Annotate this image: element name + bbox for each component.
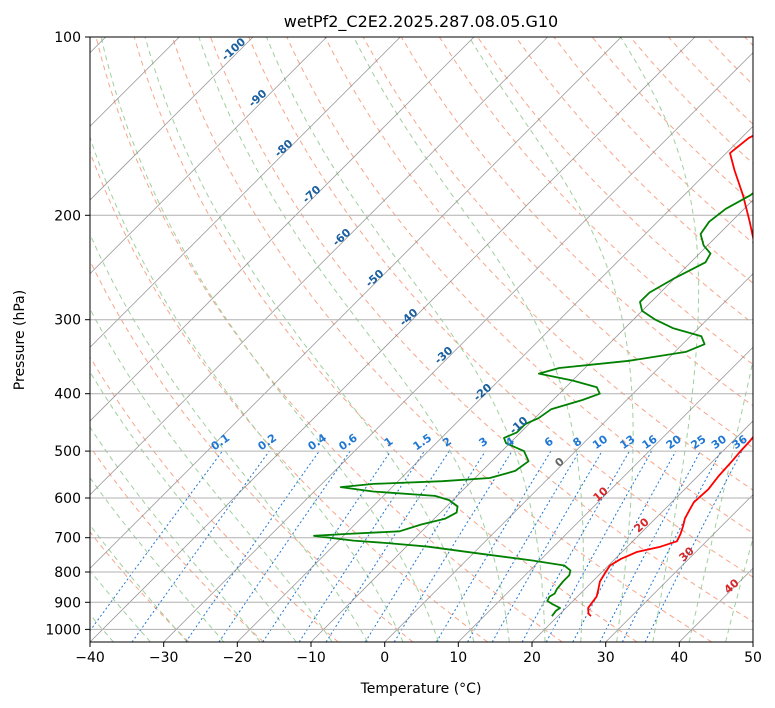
moist-adiabat-line (100, 37, 439, 642)
dry-adiabat-line (248, 37, 753, 578)
isotherm-line (90, 37, 401, 348)
sounding-series (313, 134, 753, 617)
mixing-ratio-line (364, 450, 486, 642)
moist-adiabat-line (90, 426, 261, 642)
y-tick-label: 100 (54, 30, 81, 46)
isotherm-line (458, 346, 753, 642)
moist-adiabat-line (90, 476, 225, 642)
mixing-ratio-line (599, 450, 701, 642)
y-tick-label: 500 (54, 444, 81, 460)
mixing-ratio-line (298, 450, 425, 642)
dry-adiabat-line (90, 445, 264, 642)
mixing-ratio-line (262, 450, 392, 642)
temperature-profile-line (587, 134, 753, 617)
mixing-ratio-line (325, 450, 450, 642)
mixing-ratio-line (545, 450, 653, 642)
moist-adiabat-line (620, 37, 700, 642)
y-tick-label: 800 (54, 565, 81, 581)
isotherm-line (605, 494, 753, 642)
isotherm-line (90, 37, 696, 642)
moist-adiabat-line (90, 524, 188, 642)
moist-adiabat-line (353, 37, 584, 642)
isotherm-line (163, 52, 753, 642)
isotherm-line (90, 37, 254, 201)
isotherm-line (90, 37, 548, 496)
mixing-ratio-line (218, 450, 351, 642)
y-tick-label: 200 (54, 208, 81, 224)
dry-adiabat-line (95, 37, 563, 642)
dry-adiabat-line (133, 37, 638, 642)
x-tick-label: −40 (75, 650, 105, 666)
isotherm-lines (90, 37, 753, 642)
isotherm-line (90, 37, 622, 569)
mixing-ratio-line (435, 450, 552, 642)
y-tick-label: 600 (54, 491, 81, 507)
moist-adiabat-line (144, 37, 475, 642)
x-tick-label: 30 (597, 650, 615, 666)
moist-adiabat-line (90, 233, 369, 642)
dewpoint-profile-line (313, 192, 753, 617)
mixing-ratio-line (467, 450, 580, 642)
isotherm-line (90, 37, 327, 275)
y-tick-label: 300 (54, 313, 81, 329)
moist-adiabat-line (266, 37, 546, 642)
x-axis-ticks: −40 −30 −20 −10 0 10 20 30 40 50 (75, 642, 762, 666)
x-axis-label: Temperature (°C) (360, 681, 482, 697)
isotherm-line (384, 273, 753, 642)
plot-area: 0.1 0.2 0.4 0.6 1 1.5 2 3 4 6 8 10 13 16 20 25 30 36-100-… (90, 37, 753, 642)
y-axis-label: Pressure (hPa) (12, 290, 28, 390)
y-tick-label: 700 (54, 531, 81, 547)
dry-adiabat-line (515, 37, 753, 284)
isobar-lines (90, 37, 753, 630)
isotherm-line (531, 420, 753, 642)
x-tick-label: 40 (670, 650, 688, 666)
x-tick-label: −30 (149, 650, 179, 666)
dry-adiabat-line (171, 37, 712, 642)
dry-adiabat-line (210, 37, 753, 623)
moist-adiabat-line (90, 569, 151, 642)
y-tick-label: 900 (54, 595, 81, 611)
moist-adiabat-line (90, 135, 404, 642)
y-tick-label: 400 (54, 387, 81, 403)
dry-adiabats (90, 37, 753, 642)
x-tick-label: 0 (380, 650, 389, 666)
y-tick-label: 1000 (45, 622, 81, 638)
mixing-ratio-line (572, 450, 677, 642)
x-tick-label: −20 (223, 650, 253, 666)
isotherm-line (237, 125, 753, 642)
dry-adiabat-line (90, 531, 190, 642)
x-tick-label: 20 (523, 650, 541, 666)
isotherm-line (310, 199, 753, 642)
moist-adiabat-line (90, 370, 297, 642)
plot-frame (89, 36, 754, 643)
isotherm-line (90, 37, 475, 422)
x-tick-label: −10 (296, 650, 326, 666)
y-axis-ticks: 100 200 300 400 500 600 700 800 900 1000 (45, 30, 90, 638)
chart-title: wetPf2_C2E2.2025.287.08.05.G10 (284, 12, 558, 32)
dry-adiabat-line (90, 150, 488, 642)
dry-adiabat-line (400, 37, 753, 407)
x-tick-label: 50 (744, 650, 762, 666)
mixing-ratio-line (185, 450, 320, 642)
dry-adiabat-line (438, 37, 753, 366)
x-tick-label: 10 (449, 650, 467, 666)
